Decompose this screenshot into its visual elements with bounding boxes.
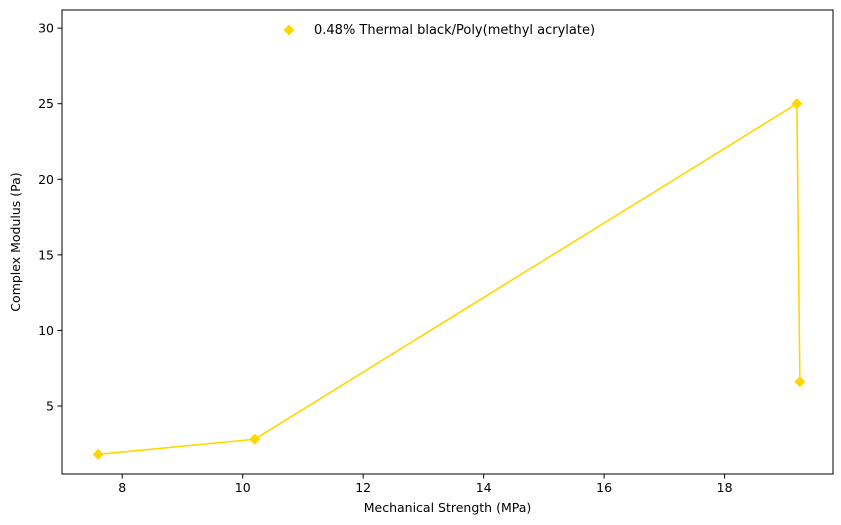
- x-tick-label: 14: [476, 480, 492, 495]
- x-tick-label: 12: [355, 480, 371, 495]
- data-point: [791, 98, 803, 110]
- x-axis-label: Mechanical Strength (MPa): [364, 500, 532, 515]
- x-tick-label: 10: [235, 480, 251, 495]
- series-line: [98, 102, 801, 456]
- x-tick-label: 16: [596, 480, 612, 495]
- x-tick-label: 8: [118, 480, 126, 495]
- x-tick-label: 18: [717, 480, 733, 495]
- data-point: [92, 448, 104, 460]
- y-tick-label: 20: [38, 172, 54, 187]
- x-axis-ticks: 8 10 12 14 16 18: [118, 474, 733, 495]
- legend-marker: [283, 24, 295, 36]
- y-tick-label: 15: [38, 247, 54, 262]
- y-tick-label: 25: [38, 96, 54, 111]
- y-tick-label: 10: [38, 323, 54, 338]
- plot-area: [62, 10, 833, 474]
- y-axis-label: Complex Modulus (Pa): [8, 172, 23, 311]
- legend-label: 0.48% Thermal black/Poly(methyl acrylate…: [314, 23, 595, 38]
- data-point: [794, 376, 806, 388]
- data-point: [249, 433, 261, 445]
- plot-frame: [61, 9, 834, 475]
- y-tick-label: 5: [46, 398, 54, 413]
- y-tick-label: 30: [38, 21, 54, 36]
- chart-marks: [92, 98, 806, 460]
- y-axis-ticks: 5 10 15 20 25 30: [38, 21, 62, 413]
- legend: 0.48% Thermal black/Poly(methyl acrylate…: [283, 23, 595, 38]
